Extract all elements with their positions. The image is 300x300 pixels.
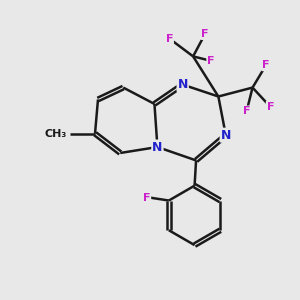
- Text: N: N: [220, 129, 231, 142]
- Text: F: F: [243, 106, 250, 116]
- Text: N: N: [178, 78, 188, 91]
- Text: F: F: [201, 29, 209, 39]
- Text: F: F: [267, 102, 274, 112]
- Text: F: F: [143, 193, 150, 202]
- Text: F: F: [166, 34, 173, 44]
- Text: F: F: [262, 60, 270, 70]
- Text: N: N: [152, 140, 163, 154]
- Text: CH₃: CH₃: [44, 129, 67, 139]
- Text: F: F: [207, 56, 215, 66]
